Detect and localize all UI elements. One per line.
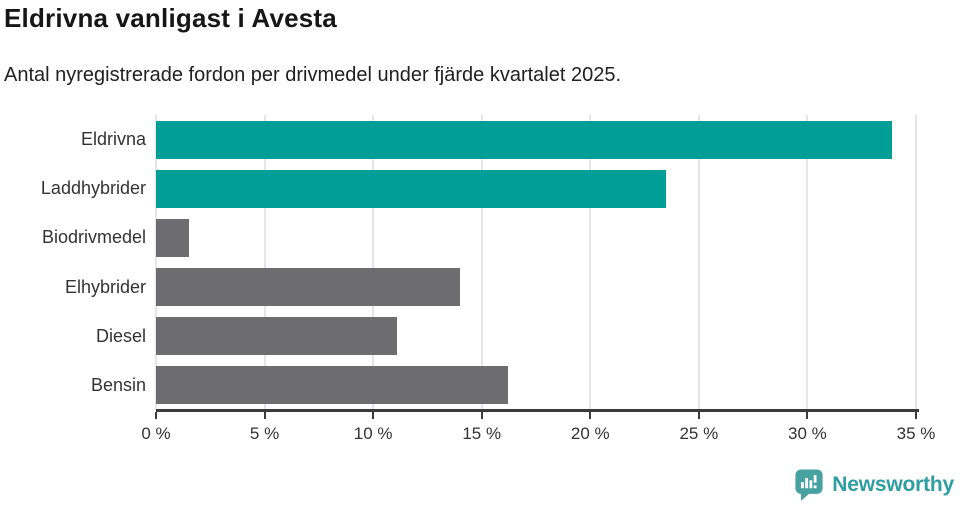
- axis-tick-label: 20 %: [570, 424, 610, 443]
- brand-name: Newsworthy: [832, 472, 954, 496]
- brand-footer: Newsworthy: [794, 468, 954, 501]
- category-label: Eldrivna: [80, 129, 146, 150]
- axis-tick-label: 25 %: [679, 424, 719, 443]
- chart-row: [156, 115, 916, 164]
- chart-subtitle: Antal nyregistrerade fordon per drivmede…: [4, 64, 622, 86]
- page-title: Eldrivna vanligast i Avesta: [4, 3, 337, 33]
- category-label: Diesel: [95, 325, 146, 346]
- newsworthy-logo-icon: [795, 469, 823, 501]
- axis-tick-label: 5 %: [249, 424, 280, 443]
- gridline: [915, 115, 917, 410]
- gridline: [697, 115, 700, 410]
- axis-tick: [915, 412, 917, 419]
- chart-row: [156, 312, 916, 361]
- axis-tick: [806, 412, 809, 419]
- axis-tick: [263, 412, 266, 419]
- gridline: [263, 115, 266, 410]
- mini-bar-3: [809, 480, 813, 489]
- axis-tick: [697, 412, 700, 419]
- plot-area: [155, 115, 917, 410]
- axis-tick: [589, 412, 592, 419]
- bar-laddhybrider: [156, 169, 667, 208]
- axis-tick-label: 30 %: [788, 424, 827, 443]
- category-label: Elhybrider: [64, 276, 146, 297]
- axis-tick-label: 35 %: [896, 424, 936, 443]
- chart-row: [156, 361, 916, 410]
- category-labels: Eldrivna Laddhybrider Biodrivmedel Elhybrid…: [0, 115, 146, 410]
- bar-biodrivmedel: [156, 218, 189, 257]
- axis-tick-label: 15 %: [462, 424, 502, 443]
- category-label: Laddhybrider: [40, 178, 146, 199]
- gridline: [372, 115, 375, 410]
- gridline: [806, 115, 809, 410]
- gridline: [155, 115, 157, 410]
- gridline: [480, 115, 483, 410]
- bar-elhybrider: [156, 268, 460, 307]
- category-label: Biodrivmedel: [41, 227, 146, 248]
- category-label: Bensin: [90, 374, 146, 395]
- axis-tick-label: 0 %: [141, 424, 171, 443]
- axis-tick: [480, 412, 483, 419]
- chart-row: [156, 263, 916, 312]
- mini-bar-1: [801, 482, 805, 489]
- axis-ticks: 0 % 5 % 10 % 15 % 20 % 25 % 30 % 35 %: [141, 412, 935, 448]
- bar-rows: [156, 115, 916, 410]
- axis-tick: [372, 412, 375, 419]
- chart-row: [156, 164, 916, 213]
- speech-bubble-shape: [795, 469, 823, 501]
- x-axis-line: [156, 409, 919, 412]
- axis-tick-label: 10 %: [353, 424, 393, 443]
- chart-row: [156, 213, 916, 262]
- bar-bensin: [156, 366, 508, 405]
- axis-tick: [155, 412, 157, 419]
- bar-diesel: [156, 317, 398, 356]
- exclamation-bar: [813, 475, 817, 483]
- exclamation-dot: [813, 485, 817, 489]
- bar-eldrivna: [156, 120, 893, 159]
- mini-bar-2: [805, 477, 809, 489]
- gridline: [589, 115, 592, 410]
